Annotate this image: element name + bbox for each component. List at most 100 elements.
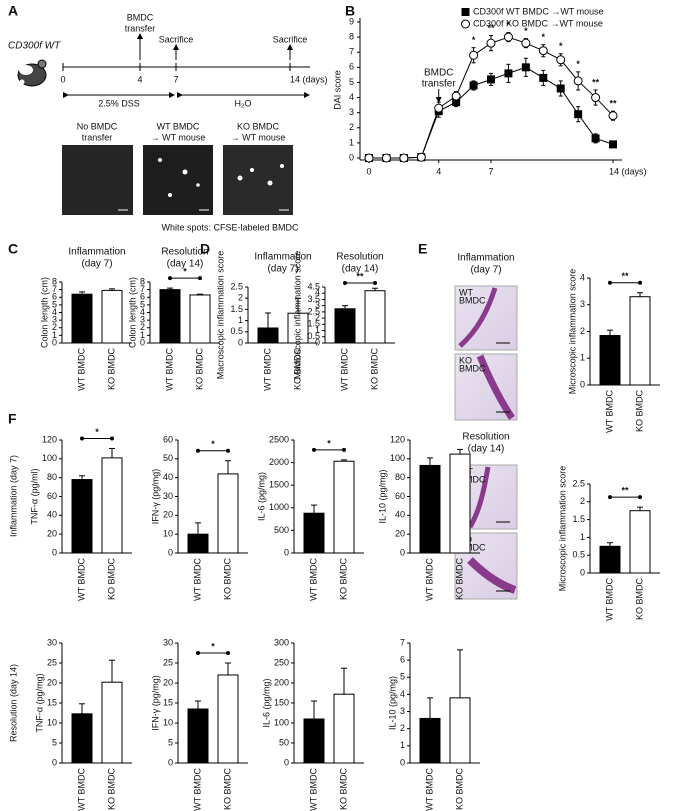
y-tick-label: 4 bbox=[52, 307, 57, 317]
y-tick-label: 1500 bbox=[269, 480, 289, 490]
y-tick-label: 4.5 bbox=[307, 281, 320, 291]
y-tick-label: 0 bbox=[52, 337, 57, 347]
y-tick-label: 0 bbox=[349, 152, 354, 162]
image-label: BMDC bbox=[459, 363, 486, 373]
y-tick-label: 30 bbox=[163, 637, 173, 647]
y-tick-label: 3 bbox=[580, 299, 585, 309]
bracket-end bbox=[343, 281, 347, 285]
image-label: → WT mouse bbox=[231, 132, 286, 142]
y-tick-label: 80 bbox=[395, 472, 405, 482]
y-tick-label: 3 bbox=[52, 315, 57, 325]
marker bbox=[399, 153, 409, 163]
y-tick-label: 1.5 bbox=[230, 304, 243, 314]
bracket-end bbox=[342, 447, 346, 452]
bar bbox=[334, 308, 356, 344]
y-tick-label: 100 bbox=[274, 717, 289, 727]
y-tick-label: 5 bbox=[140, 299, 145, 309]
y-tick-label: 1 bbox=[580, 532, 585, 542]
y-tick-label: 0 bbox=[315, 337, 320, 347]
x-tick-label: KO BMDC bbox=[106, 348, 116, 391]
significance-label: * bbox=[183, 266, 187, 276]
panel-label: F bbox=[8, 411, 17, 427]
significance-label: * bbox=[524, 26, 528, 36]
y-tick-label: 20 bbox=[163, 510, 173, 520]
y-tick-label: 2000 bbox=[269, 457, 289, 467]
y-tick-label: 80 bbox=[47, 472, 57, 482]
significance-label: * bbox=[542, 32, 546, 42]
x-tick-label: WT BMDC bbox=[308, 558, 318, 601]
x-tick-label: WT BMDC bbox=[262, 348, 272, 391]
y-tick-label: 6 bbox=[400, 655, 405, 665]
y-tick-label: 2 bbox=[580, 326, 585, 336]
y-tick-label: 1.5 bbox=[307, 319, 320, 329]
bracket-end bbox=[608, 280, 612, 285]
image-label: BMDC bbox=[459, 295, 486, 305]
y-tick-label: 3 bbox=[349, 107, 354, 117]
y-tick-label: 7 bbox=[140, 284, 145, 294]
bar bbox=[71, 479, 93, 554]
y-tick-label: 6 bbox=[140, 292, 145, 302]
panel-label: B bbox=[345, 3, 355, 19]
y-tick-label: 2 bbox=[349, 122, 354, 132]
row-label: Inflammation (day 7) bbox=[8, 455, 18, 537]
panel-label: C bbox=[8, 241, 18, 257]
y-tick-label: 60 bbox=[395, 491, 405, 501]
y-axis-label: Macroscopic inflammation score bbox=[215, 251, 225, 380]
y-tick-label: 0 bbox=[580, 379, 585, 389]
y-tick-label: 1 bbox=[140, 330, 145, 340]
y-tick-label: 2500 bbox=[269, 434, 289, 444]
legend-label: CD300f KO BMDC →WT mouse bbox=[473, 18, 603, 28]
bar bbox=[71, 293, 93, 344]
marker bbox=[469, 50, 479, 60]
y-tick-label: 1 bbox=[52, 330, 57, 340]
x-tick-label: WT BMDC bbox=[424, 558, 434, 601]
y-tick-label: 2 bbox=[238, 293, 243, 303]
y-tick-label: 2.5 bbox=[572, 478, 585, 488]
micrographs bbox=[62, 145, 293, 215]
legend-swatch bbox=[461, 8, 470, 16]
x-tick-label: KO BMDC bbox=[338, 768, 348, 811]
y-tick-label: 5 bbox=[349, 77, 354, 87]
marker bbox=[486, 38, 496, 48]
y-tick-label: 5 bbox=[400, 672, 405, 682]
marker bbox=[469, 81, 478, 90]
marker bbox=[451, 91, 461, 101]
y-axis-label: Macroscopic inflammation score bbox=[292, 251, 302, 380]
bar bbox=[629, 510, 651, 574]
x-tick-label: 4 bbox=[436, 166, 441, 176]
y-tick-label: 1 bbox=[349, 137, 354, 147]
marker bbox=[416, 152, 426, 162]
chart-title: Inflammation bbox=[254, 252, 311, 263]
bar bbox=[333, 693, 355, 764]
marker bbox=[538, 46, 548, 56]
chart-title: Inflammation bbox=[68, 247, 125, 258]
y-tick-label: 0 bbox=[238, 337, 243, 347]
y-tick-label: 0 bbox=[52, 547, 57, 557]
footnote: White spots: CFSE-labeled BMDC bbox=[161, 222, 299, 232]
bar bbox=[257, 327, 279, 344]
bar bbox=[101, 289, 123, 344]
y-tick-label: 100 bbox=[390, 453, 405, 463]
x-tick-label: KO BMDC bbox=[222, 558, 232, 601]
bar bbox=[364, 290, 386, 344]
y-tick-label: 25 bbox=[47, 657, 57, 667]
significance-label: * bbox=[559, 41, 563, 51]
chart-title: (day 14) bbox=[342, 264, 379, 275]
x-tick-label: 7 bbox=[488, 166, 493, 176]
y-axis-label: IL-10 (pg/mg) bbox=[377, 469, 387, 523]
marker bbox=[487, 75, 495, 84]
y-axis-label: Microscopic inflammation score bbox=[567, 269, 577, 395]
significance-label: * bbox=[507, 20, 511, 30]
image-label: BMDC bbox=[459, 474, 486, 484]
y-tick-label: 1.5 bbox=[572, 514, 585, 524]
genotype-label: CD300f WT bbox=[8, 41, 61, 52]
y-tick-label: 4 bbox=[580, 272, 585, 282]
bracket-end bbox=[80, 436, 84, 441]
marker bbox=[504, 69, 513, 78]
y-tick-label: 60 bbox=[163, 434, 173, 444]
x-tick-label: KO BMDC bbox=[106, 768, 116, 811]
image-label: WT bbox=[459, 287, 473, 297]
event-label: Sacrifice bbox=[273, 34, 308, 44]
x-tick-label: KO BMDC bbox=[292, 348, 302, 391]
